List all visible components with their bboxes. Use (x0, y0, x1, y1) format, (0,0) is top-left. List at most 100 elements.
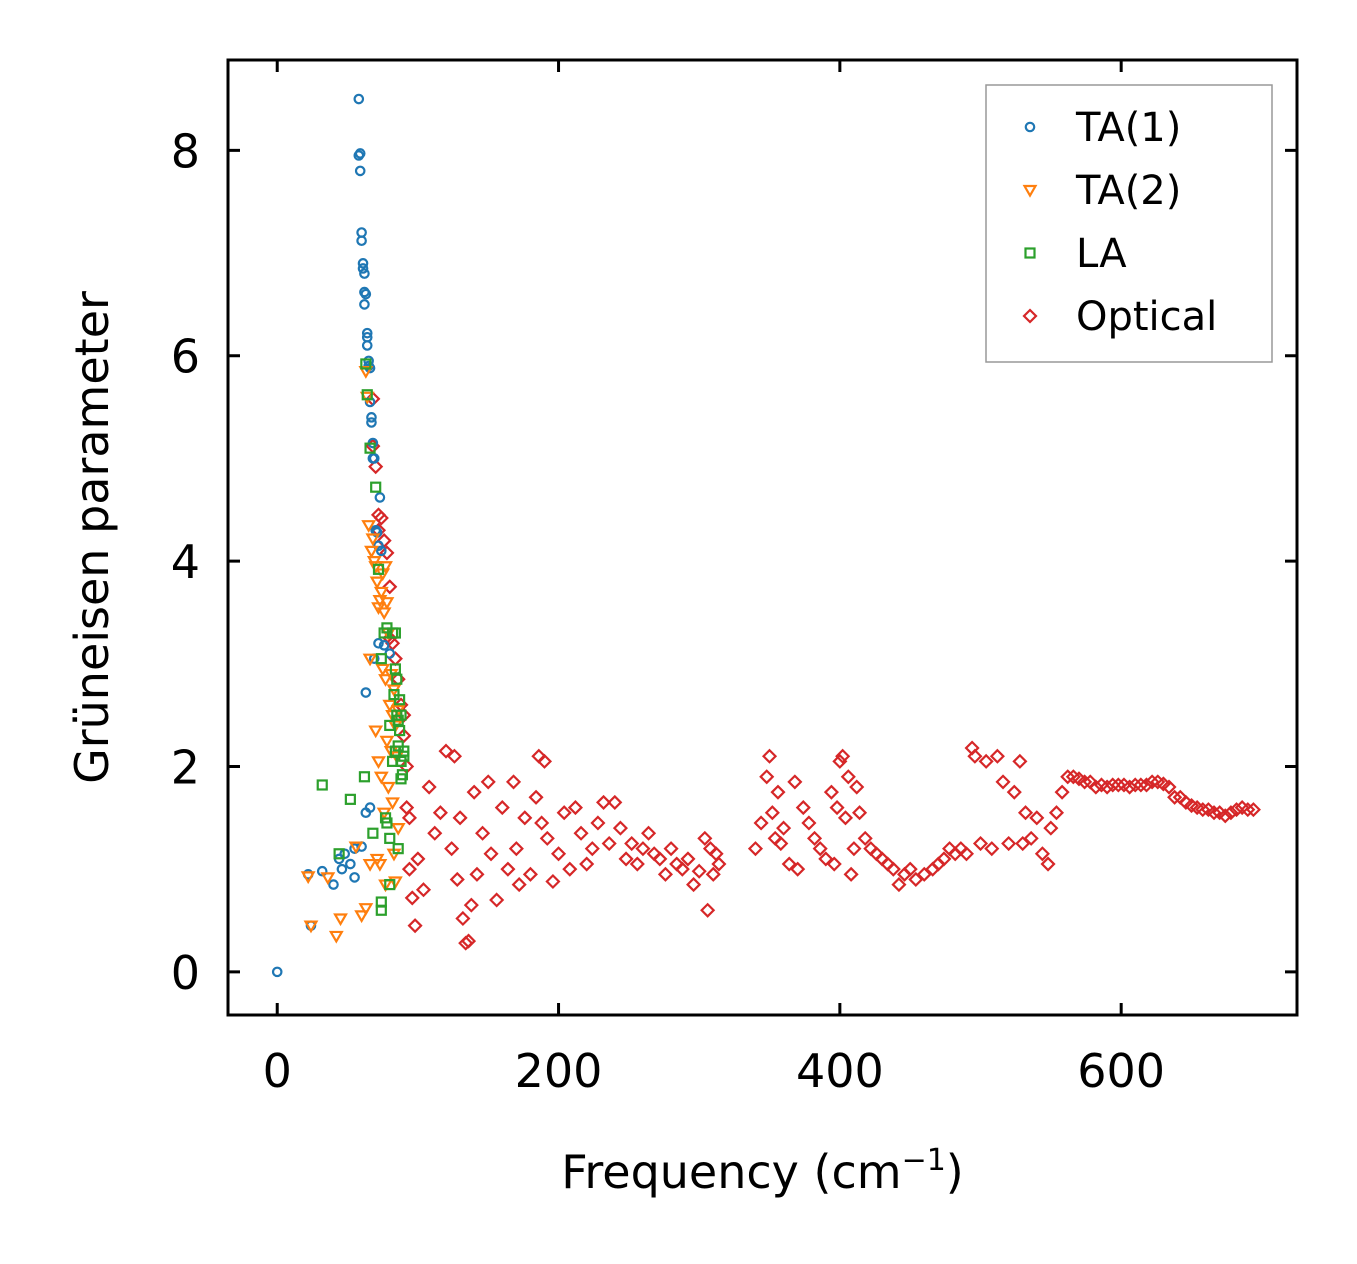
diamond-point (1088, 779, 1104, 795)
diamond-point (1040, 856, 1056, 872)
circle-point (354, 148, 366, 159)
diamond-point (700, 902, 716, 918)
square-point (316, 779, 328, 791)
diamond-point (984, 841, 1000, 857)
diamond-point (539, 830, 555, 846)
diamond-point (843, 866, 859, 882)
diamond-point (674, 861, 690, 877)
triangle-down-point (379, 735, 395, 749)
square-point (361, 389, 373, 401)
diamond-point (1001, 835, 1017, 852)
diamond-point (851, 805, 868, 821)
x-axis-title: Frequency (cm−1) (561, 1143, 964, 1199)
diamond-point (801, 815, 817, 831)
circle-point (354, 165, 366, 177)
diamond-point (832, 753, 848, 769)
diamond-point (475, 825, 491, 841)
diamond-point (857, 830, 873, 846)
legend-marker (1022, 308, 1038, 324)
square-point (391, 673, 403, 685)
diamond-point (761, 748, 778, 764)
triangle-down-point (358, 366, 374, 379)
diamond-point (1167, 789, 1183, 805)
square-point (394, 694, 406, 706)
square-point (384, 878, 396, 891)
diamond-point (1240, 802, 1256, 818)
diamond-point (1034, 846, 1050, 862)
diamond-point (590, 815, 606, 831)
diamond-point (790, 861, 806, 877)
diamond-point (396, 728, 412, 744)
diamond-point (528, 789, 544, 805)
diamond-point (601, 835, 617, 852)
diamond-point (936, 851, 952, 867)
square-point (333, 848, 345, 860)
diamond-point (770, 784, 786, 800)
diamond-point (612, 820, 628, 836)
diamond-point (455, 910, 471, 927)
square-point (395, 709, 407, 721)
triangle-down-point (361, 520, 377, 533)
y-tick-label: 2 (171, 740, 200, 794)
circle-point (376, 545, 387, 557)
triangle-down-point (365, 533, 381, 547)
diamond-point (550, 846, 567, 862)
circle-point (360, 288, 372, 300)
diamond-point (989, 748, 1005, 764)
y-tick-label: 0 (171, 946, 200, 1000)
circle-point (374, 492, 386, 503)
diamond-point (958, 846, 975, 862)
square-point (375, 653, 387, 665)
diamond-point (1195, 802, 1211, 818)
diamond-point (573, 825, 589, 841)
diamond-point (908, 871, 924, 888)
diamond-point (1015, 835, 1031, 852)
data-marks (271, 93, 1261, 978)
triangle-down-point (362, 653, 378, 667)
square-point (398, 750, 410, 762)
diamond-point (449, 871, 465, 888)
diamond-point (556, 805, 572, 821)
diamond-point (641, 825, 657, 841)
diamond-point (534, 815, 550, 831)
diamond-point (1077, 774, 1093, 790)
diamond-point (837, 810, 854, 826)
circle-point (271, 966, 283, 978)
diamond-point (607, 794, 623, 810)
diamond-point (463, 897, 479, 913)
x-tick-label: 200 (515, 1044, 603, 1098)
diamond-point (489, 892, 505, 908)
series-la (316, 358, 410, 916)
diamond-point (711, 856, 727, 872)
diamond-point (629, 856, 645, 872)
square-point (392, 843, 404, 855)
diamond-point (460, 933, 477, 949)
x-tick-label: 600 (1077, 1044, 1165, 1098)
diamond-point (978, 753, 994, 769)
diamond-point (818, 851, 834, 867)
square-point (396, 769, 409, 781)
diamond-point (1105, 777, 1121, 793)
triangle-down-point (371, 756, 386, 770)
square-point (389, 663, 401, 675)
diamond-point (446, 748, 463, 764)
legend-item: LA (1024, 231, 1127, 277)
diamond-point (427, 825, 443, 841)
diamond-point (562, 861, 578, 877)
triangle-down-point (354, 910, 370, 924)
circle-point (359, 268, 370, 279)
diamond-point (401, 810, 418, 826)
diamond-point (379, 545, 395, 561)
triangle-down-point (348, 841, 364, 855)
diamond-point (891, 877, 907, 893)
diamond-point (1228, 802, 1245, 818)
circle-point (368, 453, 380, 464)
legend-item: TA(1) (1024, 105, 1181, 151)
diamond-point (624, 835, 640, 852)
diamond-point (511, 877, 527, 893)
triangle-down-point (387, 876, 403, 890)
diamond-point (469, 866, 485, 882)
diamond-point (846, 841, 862, 857)
diamond-point (432, 805, 448, 821)
square-point (364, 442, 376, 454)
